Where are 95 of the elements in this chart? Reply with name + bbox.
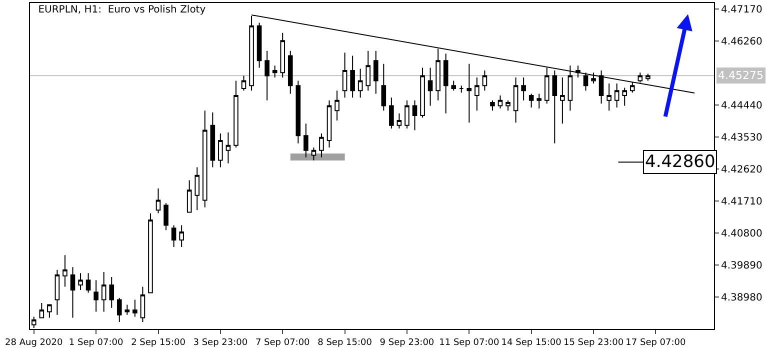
x-tick-label: 17 Sep 07:00 <box>626 338 686 348</box>
candlestick <box>606 83 612 112</box>
candlestick <box>506 100 510 112</box>
candlestick <box>583 72 588 92</box>
candlestick <box>311 147 316 161</box>
candlestick <box>124 304 130 316</box>
candlestick <box>536 93 542 109</box>
x-tick-label: 7 Sep 07:00 <box>255 338 310 348</box>
candlestick <box>420 67 425 118</box>
candlestick <box>304 123 308 158</box>
candlestick <box>404 100 410 130</box>
candlestick <box>164 202 168 231</box>
x-tick-label: 3 Sep 23:00 <box>193 338 248 348</box>
x-tick-label: 8 Sep 15:00 <box>318 338 372 348</box>
candlestick <box>326 100 332 148</box>
candlestick <box>350 55 355 98</box>
candlestick <box>591 72 596 84</box>
candlestick <box>210 112 216 168</box>
candlestick <box>241 75 246 92</box>
candlestick <box>638 72 643 83</box>
candlestick <box>218 132 223 168</box>
x-tick-label: 9 Sep 23:00 <box>380 338 434 348</box>
candlestick <box>560 77 565 124</box>
x-tick-label: 11 Sep 07:00 <box>439 338 500 348</box>
y-tick-label: 4.40800 <box>721 228 762 240</box>
candlestick <box>458 85 464 94</box>
y-tick-label: 4.41710 <box>721 196 762 208</box>
ref-line-label: 4.45275 <box>718 69 764 82</box>
candlestick <box>296 80 301 144</box>
candlestick <box>171 224 176 248</box>
candlestick <box>366 50 371 92</box>
y-tick-label: 4.44440 <box>721 100 762 112</box>
candlestick <box>412 100 418 131</box>
candlestick <box>140 286 146 322</box>
candlestick <box>474 77 480 112</box>
candlestick <box>280 32 286 78</box>
candlestick <box>646 73 650 82</box>
candlestick <box>94 280 98 312</box>
candlestick <box>373 50 378 94</box>
candlestick <box>226 132 231 164</box>
candlestick <box>614 83 620 108</box>
y-tick-label: 4.38980 <box>721 292 762 304</box>
candlestick <box>202 110 208 208</box>
candlestick <box>54 269 60 316</box>
candlestick <box>116 298 122 322</box>
candlestick <box>482 70 488 92</box>
candlestick <box>443 53 448 114</box>
candlestick <box>62 254 68 288</box>
y-tick-label: 4.43530 <box>721 132 762 144</box>
candlestick <box>47 304 52 318</box>
candlestick <box>319 132 324 158</box>
candlestick <box>288 50 293 94</box>
candlestick <box>490 100 495 112</box>
candlestick <box>521 77 526 101</box>
x-tick-label: 28 Aug 2020 <box>5 338 63 348</box>
candlestick <box>132 299 138 318</box>
candlestick <box>389 97 394 130</box>
candlestick <box>342 52 348 98</box>
candlestick <box>256 22 262 68</box>
candlestick <box>513 77 518 124</box>
candlestick <box>272 65 278 78</box>
candlestick <box>148 212 153 294</box>
candlestick <box>86 272 91 294</box>
candlestick <box>186 180 192 213</box>
candlestick <box>70 266 76 318</box>
candlestick <box>358 68 363 98</box>
y-tick-label: 4.46260 <box>721 36 762 48</box>
candlestick <box>381 63 386 112</box>
candlestick <box>156 188 161 214</box>
x-tick-label: 14 Sep 15:00 <box>501 338 562 348</box>
candlestick <box>101 272 106 312</box>
annotation: 4.42860 <box>645 152 716 172</box>
candlestick <box>78 272 83 290</box>
candlestick <box>428 67 433 106</box>
candlestick <box>451 80 456 92</box>
chart-title: EURPLN, H1: Euro vs Polish Zloty <box>38 4 206 16</box>
candlestick <box>334 90 340 121</box>
candlestick <box>622 87 628 106</box>
candlestick <box>179 224 184 248</box>
x-tick-label: 1 Sep 07:00 <box>68 338 124 348</box>
candlestick <box>39 302 44 318</box>
x-tick-label: 15 Sep 23:00 <box>563 338 624 348</box>
candlestick <box>194 166 200 211</box>
y-tick-label: 4.39890 <box>721 260 762 272</box>
y-tick-label: 4.42620 <box>721 164 762 176</box>
x-tick-label: 2 Sep 15:00 <box>131 338 186 348</box>
candlestick <box>498 94 503 109</box>
y-tick-label: 4.47170 <box>721 4 762 16</box>
candlestick <box>466 63 472 124</box>
candlestick <box>396 112 402 130</box>
candlestick <box>109 276 114 308</box>
candlestick <box>528 93 534 108</box>
candlestick <box>234 80 238 148</box>
candlestick <box>576 65 580 78</box>
candlestick <box>264 50 270 101</box>
